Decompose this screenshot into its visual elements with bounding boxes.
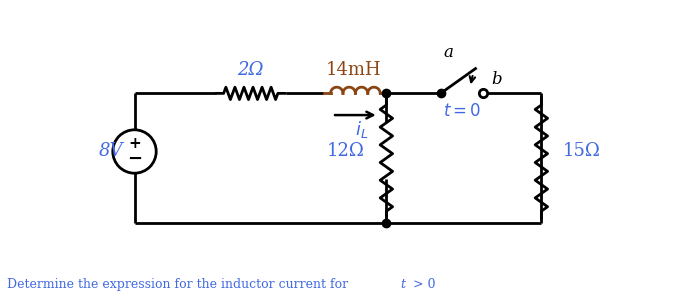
Text: a: a <box>444 44 454 61</box>
Text: t: t <box>400 278 405 291</box>
Text: 8V: 8V <box>98 142 123 160</box>
Text: 14mH: 14mH <box>326 61 382 80</box>
Text: 12Ω: 12Ω <box>327 142 365 160</box>
Text: 15Ω: 15Ω <box>563 142 601 160</box>
Text: $i_L$: $i_L$ <box>355 119 368 140</box>
Text: > 0: > 0 <box>409 278 435 291</box>
Text: $t = 0$: $t = 0$ <box>443 103 481 120</box>
Text: Determine the expression for the inductor current for: Determine the expression for the inducto… <box>7 278 352 291</box>
Text: b: b <box>491 71 501 88</box>
Text: +: + <box>128 136 141 151</box>
Text: −: − <box>127 150 142 168</box>
Text: 2Ω: 2Ω <box>238 61 264 80</box>
